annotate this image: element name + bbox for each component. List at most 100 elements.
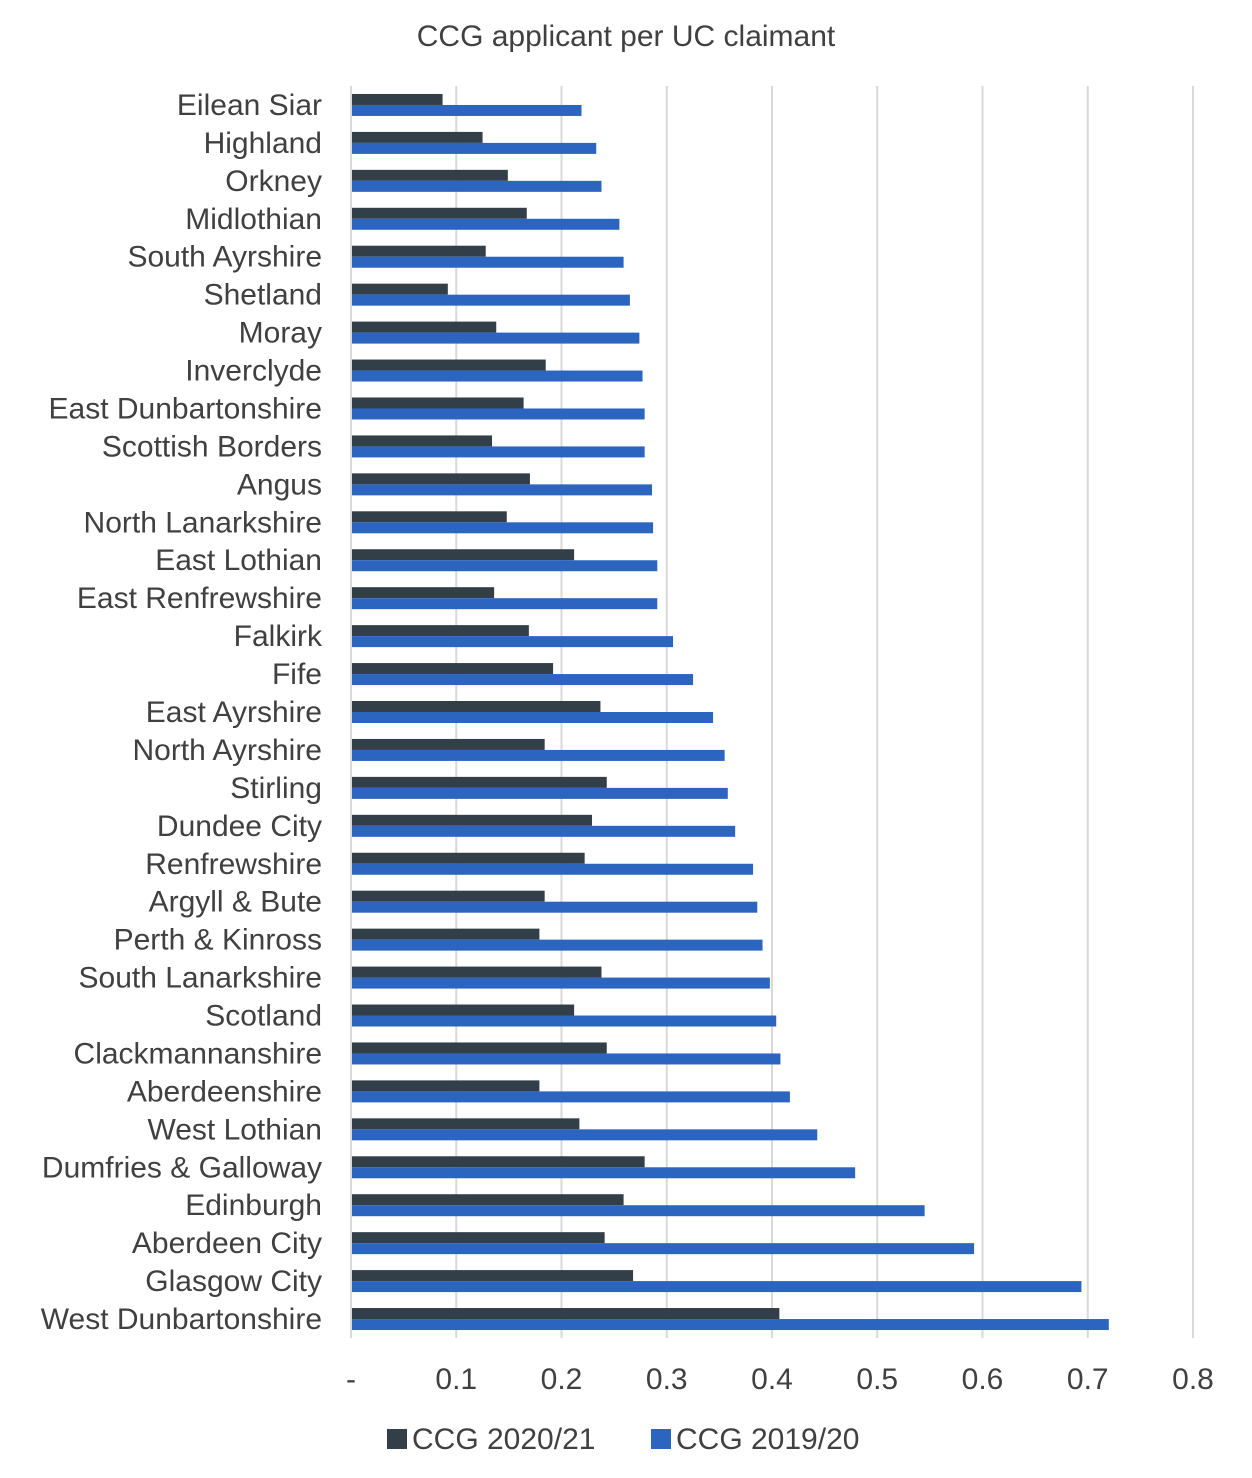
bar-ccg-2019-20-stirling bbox=[351, 787, 728, 799]
x-tick-label: 0.2 bbox=[541, 1363, 583, 1396]
category-label-orkney: Orkney bbox=[225, 165, 322, 198]
category-label-angus: Angus bbox=[237, 468, 322, 501]
bar-ccg-2020-21-angus bbox=[351, 473, 530, 485]
category-label-clackmannanshire: Clackmannanshire bbox=[74, 1037, 322, 1070]
category-label-moray: Moray bbox=[239, 317, 322, 350]
x-tick-label: 0.6 bbox=[962, 1363, 1004, 1396]
category-label-aberdeen-city: Aberdeen City bbox=[132, 1227, 322, 1260]
bar-ccg-2020-21-east-lothian bbox=[351, 549, 575, 561]
category-label-fife: Fife bbox=[272, 658, 322, 691]
category-label-inverclyde: Inverclyde bbox=[185, 355, 322, 388]
bar-ccg-2019-20-falkirk bbox=[351, 636, 674, 648]
bar-ccg-2020-21-highland bbox=[351, 131, 483, 143]
x-tick-label: 0.8 bbox=[1172, 1363, 1214, 1396]
category-label-eilean-siar: Eilean Siar bbox=[177, 89, 322, 122]
bar-ccg-2019-20-east-renfrewshire bbox=[351, 598, 658, 610]
bar-ccg-2019-20-east-lothian bbox=[351, 560, 658, 572]
bar-ccg-2020-21-west-lothian bbox=[351, 1118, 580, 1130]
category-label-scotland: Scotland bbox=[205, 1000, 322, 1033]
bar-ccg-2020-21-north-ayrshire bbox=[351, 738, 545, 750]
bar-ccg-2019-20-highland bbox=[351, 142, 597, 154]
bar-ccg-2019-20-glasgow-city bbox=[351, 1281, 1082, 1293]
x-tick-labels: - 0.1 0.2 0.3 0.4 0.5 0.6 0.7 0.8 bbox=[346, 1363, 1214, 1396]
category-label-perth-and-kinross: Perth & Kinross bbox=[114, 924, 322, 957]
category-label-argyll-and-bute: Argyll & Bute bbox=[149, 886, 322, 919]
category-label-west-dunbartonshire: West Dunbartonshire bbox=[41, 1303, 322, 1336]
bar-ccg-2019-20-west-dunbartonshire bbox=[351, 1319, 1109, 1331]
bar-ccg-2020-21-shetland bbox=[351, 283, 448, 295]
category-label-renfrewshire: Renfrewshire bbox=[145, 848, 322, 881]
bar-ccg-2019-20-angus bbox=[351, 484, 653, 496]
category-label-west-lothian: West Lothian bbox=[147, 1113, 322, 1146]
bar-ccg-2020-21-east-dunbartonshire bbox=[351, 397, 524, 409]
bar-ccg-2019-20-dundee-city bbox=[351, 825, 736, 837]
bar-ccg-2020-21-perth-and-kinross bbox=[351, 928, 540, 940]
bar-ccg-2019-20-perth-and-kinross bbox=[351, 939, 763, 951]
bar-ccg-2020-21-clackmannanshire bbox=[351, 1042, 607, 1054]
bar-ccg-2020-21-dundee-city bbox=[351, 814, 593, 826]
bar-ccg-2019-20-south-lanarkshire bbox=[351, 977, 770, 989]
category-label-east-dunbartonshire: East Dunbartonshire bbox=[49, 392, 323, 425]
bar-ccg-2019-20-north-lanarkshire bbox=[351, 522, 654, 534]
category-label-scottish-borders: Scottish Borders bbox=[102, 430, 322, 463]
bar-ccg-2020-21-moray bbox=[351, 321, 497, 333]
category-label-aberdeenshire: Aberdeenshire bbox=[127, 1075, 322, 1108]
category-label-stirling: Stirling bbox=[230, 772, 322, 805]
bar-ccg-2020-21-aberdeen-city bbox=[351, 1232, 605, 1244]
bar-ccg-2019-20-east-dunbartonshire bbox=[351, 408, 645, 420]
bar-ccg-2020-21-eilean-siar bbox=[351, 93, 443, 105]
category-label-dundee-city: Dundee City bbox=[157, 810, 322, 843]
bar-ccg-2020-21-renfrewshire bbox=[351, 852, 585, 864]
bar-ccg-2019-20-eilean-siar bbox=[351, 104, 582, 116]
legend: CCG 2020/21 CCG 2019/20 bbox=[387, 1423, 859, 1456]
bar-ccg-2020-21-south-ayrshire bbox=[351, 245, 486, 257]
category-label-east-renfrewshire: East Renfrewshire bbox=[77, 582, 322, 615]
category-label-east-lothian: East Lothian bbox=[155, 544, 322, 577]
bar-ccg-2019-20-edinburgh bbox=[351, 1205, 925, 1217]
bar-ccg-2019-20-midlothian bbox=[351, 218, 620, 230]
chart-title: CCG applicant per UC claimant bbox=[417, 20, 836, 53]
bar-ccg-2020-21-edinburgh bbox=[351, 1194, 624, 1206]
bar-ccg-2020-21-east-ayrshire bbox=[351, 701, 601, 712]
category-label-south-lanarkshire: South Lanarkshire bbox=[79, 962, 323, 995]
x-tick-label: - bbox=[346, 1363, 356, 1396]
bar-ccg-2019-20-shetland bbox=[351, 294, 630, 306]
bar-ccg-2019-20-south-ayrshire bbox=[351, 256, 624, 268]
bar-ccg-2020-21-south-lanarkshire bbox=[351, 966, 602, 978]
bar-ccg-2019-20-fife bbox=[351, 674, 694, 686]
category-label-dumfries-and-galloway: Dumfries & Galloway bbox=[42, 1151, 322, 1184]
category-label-shetland: Shetland bbox=[204, 279, 322, 312]
bar-ccg-2020-21-scotland bbox=[351, 1004, 575, 1016]
bar-ccg-2020-21-scottish-borders bbox=[351, 435, 493, 447]
category-label-falkirk: Falkirk bbox=[234, 620, 323, 653]
bar-ccg-2019-20-aberdeen-city bbox=[351, 1243, 975, 1255]
bar-ccg-2019-20-argyll-and-bute bbox=[351, 901, 758, 913]
category-label-glasgow-city: Glasgow City bbox=[145, 1265, 322, 1298]
legend-swatch-ccg-2019-20 bbox=[651, 1429, 671, 1449]
category-label-midlothian: Midlothian bbox=[185, 203, 322, 236]
bar-ccg-2019-20-scottish-borders bbox=[351, 446, 645, 458]
category-label-highland: Highland bbox=[204, 127, 322, 160]
bar-ccg-2019-20-clackmannanshire bbox=[351, 1053, 781, 1065]
x-tick-label: 0.4 bbox=[751, 1363, 793, 1396]
bar-ccg-2019-20-renfrewshire bbox=[351, 863, 754, 875]
bar-ccg-2020-21-west-dunbartonshire bbox=[351, 1308, 780, 1320]
bar-ccg-2020-21-dumfries-and-galloway bbox=[351, 1156, 645, 1168]
category-label-east-ayrshire: East Ayrshire bbox=[146, 696, 322, 729]
category-label-edinburgh: Edinburgh bbox=[185, 1189, 322, 1222]
legend-label-ccg-2019-20: CCG 2019/20 bbox=[676, 1423, 859, 1456]
x-tick-label: 0.5 bbox=[856, 1363, 898, 1396]
bar-ccg-2020-21-aberdeenshire bbox=[351, 1080, 540, 1092]
x-tick-label: 0.7 bbox=[1067, 1363, 1109, 1396]
category-label-south-ayrshire: South Ayrshire bbox=[127, 241, 322, 274]
bar-ccg-2019-20-dumfries-and-galloway bbox=[351, 1167, 856, 1179]
x-tick-label: 0.1 bbox=[435, 1363, 477, 1396]
bar-ccg-2020-21-stirling bbox=[351, 776, 607, 788]
legend-swatch-ccg-2020-21 bbox=[387, 1429, 407, 1449]
bar-ccg-2019-20-north-ayrshire bbox=[351, 749, 725, 761]
legend-label-ccg-2020-21: CCG 2020/21 bbox=[412, 1423, 595, 1456]
bar-ccg-2019-20-inverclyde bbox=[351, 370, 643, 382]
bar-ccg-2020-21-orkney bbox=[351, 169, 508, 181]
